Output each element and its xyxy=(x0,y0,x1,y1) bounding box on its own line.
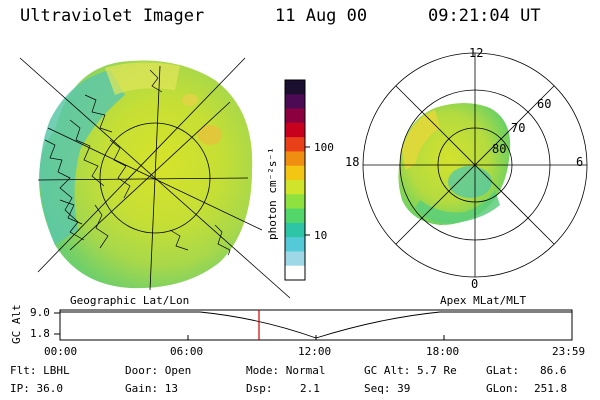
timeline-xtick-2359: 23:59 xyxy=(552,345,586,358)
polar-panel-caption: Apex MLat/MLT xyxy=(440,294,527,307)
colorbar-segment xyxy=(285,108,305,124)
dsp-value: 2.1 xyxy=(300,382,320,395)
door-label: Door: Open xyxy=(125,364,192,377)
colorbar-segment xyxy=(285,80,305,95)
colorbar-segment xyxy=(285,122,305,138)
colorbar-segment xyxy=(285,194,305,210)
altitude-timeline xyxy=(54,309,573,341)
mlt-label-12: 12 xyxy=(469,46,484,60)
colorbar-segment xyxy=(285,222,305,238)
colorbar-tick-100: 100 xyxy=(314,141,334,154)
timeline-xtick-1200: 12:00 xyxy=(298,345,332,358)
seq-label: Seq: 39 xyxy=(364,382,411,395)
geographic-image xyxy=(19,57,291,299)
gc-alt-label: GC Alt: 5.7 Re xyxy=(364,364,457,377)
colorbar-unit-label: photon cm⁻²s⁻¹ xyxy=(266,147,279,240)
colorbar-segment xyxy=(285,151,305,167)
timeline-ytick-1-8: 1.8 xyxy=(30,327,50,340)
glon-value: 251.8 xyxy=(534,382,568,395)
colorbar-segment xyxy=(285,180,305,195)
colorbar-tick-10: 10 xyxy=(314,229,328,242)
colorbar-segment xyxy=(285,165,305,181)
glat-value: 86.6 xyxy=(540,364,567,377)
gain-label: Gain: 13 xyxy=(125,382,178,395)
colorbar-segment xyxy=(285,265,305,281)
timeline-ylabel: GC Alt xyxy=(10,304,23,344)
colorbar-segment xyxy=(285,251,305,267)
glon-label: GLon: xyxy=(486,382,520,395)
colorbar-segment xyxy=(285,137,305,152)
dsp-label: Dsp: xyxy=(246,382,273,395)
mlat-label-80: 80 xyxy=(492,142,507,156)
colorbar-segment xyxy=(285,208,305,224)
mlt-label-0: 0 xyxy=(471,277,479,291)
mlat-label-70: 70 xyxy=(511,121,526,135)
color-scale-bar xyxy=(285,80,305,281)
geo-panel-caption: Geographic Lat/Lon xyxy=(70,294,190,307)
date-label: 11 Aug 00 xyxy=(275,6,368,26)
polar-image xyxy=(362,52,588,278)
colorbar-segment xyxy=(285,94,305,110)
colorbar-segment xyxy=(285,237,305,252)
ip-label: IP: 36.0 xyxy=(10,382,63,395)
mlat-label-60: 60 xyxy=(537,97,552,111)
mlt-label-6: 6 xyxy=(576,155,584,169)
glat-label: GLat: xyxy=(486,364,520,377)
mode-label: Mode: Normal xyxy=(246,364,326,377)
timeline-xtick-1800: 18:00 xyxy=(426,345,460,358)
timeline-xtick-0600: 06:00 xyxy=(170,345,204,358)
mlt-label-18: 18 xyxy=(345,155,360,169)
time-label: 09:21:04 UT xyxy=(428,6,541,26)
timeline-xtick-0000: 00:00 xyxy=(44,345,78,358)
filter-label: Flt: LBHL xyxy=(10,364,70,377)
timeline-ytick-9: 9.0 xyxy=(30,306,50,319)
instrument-title: Ultraviolet Imager xyxy=(20,6,205,26)
